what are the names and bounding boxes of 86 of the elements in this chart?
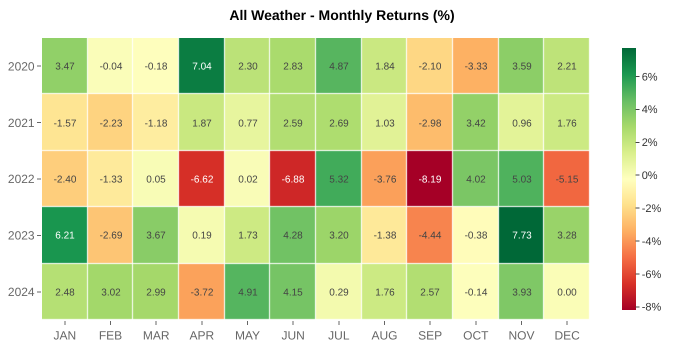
data-label: 4.91 [238,288,258,298]
data-label: 2.30 [238,62,258,72]
data-label: 7.73 [512,230,532,242]
data-label: -8.19 [418,174,442,186]
color-bar-label: -4% [642,236,662,248]
data-label: 3.02 [101,288,122,298]
data-label: 0.05 [146,174,166,186]
data-label: 4.87 [329,62,350,72]
data-label: -1.33 [100,174,123,186]
x-tick-label: OCT [463,328,490,342]
data-label: 0.02 [238,174,258,186]
data-label: 1.84 [375,62,396,72]
data-label: 2.69 [329,118,350,130]
data-label: -1.57 [54,118,77,130]
color-bar-label: 4% [642,104,658,116]
data-label: 5.32 [329,174,350,186]
data-label: 0.00 [557,288,578,298]
data-label: 3.93 [512,288,532,298]
data-label: 3.42 [466,118,486,130]
data-label: 1.87 [192,118,212,130]
data-label: -0.38 [464,230,488,242]
data-label: -3.72 [190,288,214,298]
data-label: -1.18 [144,118,168,130]
x-tick-label: DEC [554,328,580,342]
x-tick-label: SEP [418,328,442,342]
data-label: 3.47 [55,62,76,72]
data-label: -6.88 [282,174,305,186]
data-label: -2.23 [100,118,123,130]
x-tick-label: NOV [508,328,535,342]
x-tick-label: JUL [328,328,350,342]
data-label: 4.28 [283,230,304,242]
data-label: 1.76 [557,118,578,130]
data-label: -2.10 [418,62,442,72]
data-label: -5.15 [556,174,579,186]
chart-title: All Weather - Monthly Returns (%) [229,7,455,24]
data-label: 0.96 [512,118,532,130]
y-tick-label: 2022 [8,172,35,186]
data-label: -0.18 [144,62,168,72]
data-label: 4.02 [466,174,486,186]
x-tick-label: JAN [53,328,76,342]
x-tick-label: MAR [142,328,170,342]
y-tick-label: 2020 [8,59,35,74]
data-label: 4.15 [283,288,304,298]
color-bar-label: 2% [642,137,658,150]
y-tick-label: 2021 [8,116,35,130]
x-tick-label: MAY [234,328,260,342]
data-label: 1.73 [238,230,258,242]
data-label: 2.48 [55,288,76,298]
x-tick-label: APR [189,328,214,342]
data-label: 1.03 [375,118,396,130]
x-tick-label: JUN [282,328,305,342]
x-tick-label: FEB [98,328,122,342]
data-label: 7.04 [192,62,212,72]
data-label: 6.21 [55,230,76,242]
data-label: -2.69 [100,230,123,242]
data-label: 1.76 [375,288,396,298]
data-label: 0.29 [329,288,350,298]
data-label: 0.19 [192,230,212,242]
color-bar-label: 0% [642,170,658,182]
color-bar-label: -2% [642,202,662,215]
data-label: 2.57 [420,288,440,298]
data-label: -4.44 [418,230,442,242]
data-label: -1.38 [374,230,397,242]
data-label: 3.67 [146,230,166,242]
data-label: 2.59 [283,118,304,130]
data-label: 0.77 [238,118,258,130]
data-label: -6.62 [190,174,214,186]
data-label: -0.14 [464,288,488,298]
data-label: -2.40 [54,174,77,186]
x-tick-label: AUG [371,328,398,342]
data-label: 5.03 [512,174,532,186]
data-label: 3.20 [329,230,350,242]
data-label: 2.21 [557,62,578,72]
color-bar-label: -8% [642,302,662,314]
data-label: 3.28 [557,230,578,242]
y-tick-label: 2024 [8,285,35,299]
data-label: 3.59 [512,62,532,72]
color-bar-label: -6% [642,268,662,281]
color-bar-label: 6% [642,71,658,84]
y-tick-label: 2023 [8,228,35,243]
data-label: 2.99 [146,288,166,298]
data-label: 2.83 [283,62,304,72]
data-label: -2.98 [418,118,442,130]
data-label: -0.04 [100,62,123,72]
data-label: -3.76 [374,174,397,186]
data-label: -3.33 [464,62,488,72]
